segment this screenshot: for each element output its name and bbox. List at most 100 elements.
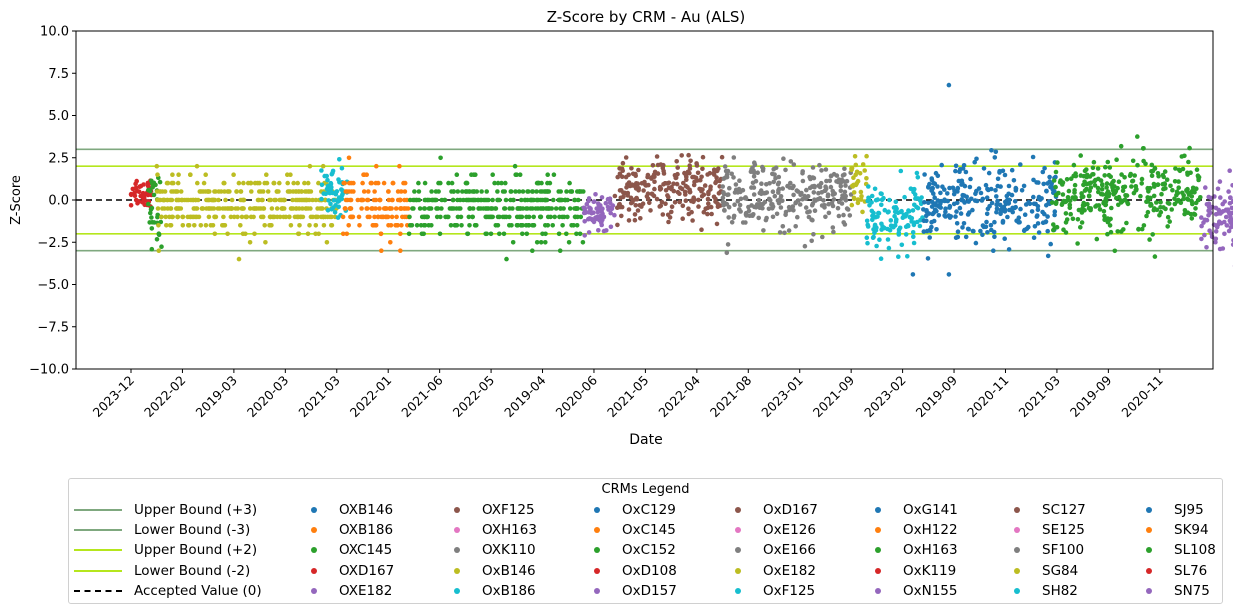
data-point [612,212,617,218]
data-point [1181,196,1186,202]
data-point [652,186,657,192]
data-point [860,162,866,167]
data-point [898,209,904,215]
legend-label: OxD167 [763,502,818,519]
data-point [424,214,430,220]
data-point [333,203,338,208]
data-point [699,174,704,180]
data-point [324,240,330,245]
data-point [417,206,423,211]
data-point [502,206,508,211]
data-point [305,231,311,237]
data-point [155,206,161,211]
legend-entry: SL76 [1136,561,1216,581]
data-point [641,188,646,193]
data-point [993,188,998,193]
data-point [346,189,352,194]
data-point [356,214,362,220]
data-point [717,203,723,208]
data-point [802,243,808,249]
data-point [1002,236,1007,241]
data-point [772,193,778,199]
data-point [849,202,855,208]
legend-column: OxD167 OxE126 OxE166 OxE182 OxF125 [725,500,818,601]
x-tick-label: 2020-06 [553,372,601,420]
data-point [1072,182,1078,188]
data-point [905,223,911,228]
data-point [209,206,215,211]
data-point [156,248,162,253]
data-point [706,189,711,195]
data-point [603,200,609,206]
data-point [169,180,175,186]
data-point [155,197,160,203]
data-point [305,206,311,211]
data-point [203,223,209,228]
data-point [132,193,138,198]
legend-entry: OXF125 [444,500,537,520]
data-point [1045,228,1050,234]
data-point [247,240,253,245]
data-point [751,174,757,179]
data-point [1207,206,1213,212]
data-point [546,206,551,211]
data-point [328,201,333,207]
legend-marker [594,587,600,594]
data-point [142,202,147,208]
data-point [984,211,990,217]
data-point [1103,196,1109,202]
data-point [1185,197,1191,202]
data-point [329,223,334,228]
data-point [632,212,638,217]
data-point [374,163,379,169]
data-point [128,192,134,198]
data-point [870,217,875,223]
data-point [983,182,989,188]
data-point [429,189,434,194]
data-point [811,232,816,237]
data-point [297,223,302,228]
legend-marker [1146,547,1152,554]
data-point [456,206,462,211]
data-point [1124,220,1129,226]
data-point [589,211,594,216]
legend-entry: OXB186 [301,520,394,540]
data-point [400,214,405,220]
data-point [819,203,825,208]
data-point [924,228,930,234]
data-point [1080,203,1086,208]
data-point [974,156,979,162]
legend-label: SG84 [1042,562,1079,579]
data-point [1005,214,1010,220]
data-point [593,192,598,197]
data-point [794,188,800,193]
data-point [886,245,892,251]
data-point [1109,205,1114,211]
data-point [911,234,916,240]
data-point [618,195,624,201]
data-point [946,82,952,88]
data-point [1226,228,1232,234]
data-point [1132,173,1137,178]
data-point [788,180,793,186]
data-point [146,201,151,207]
data-point [817,162,822,168]
legend-column: Upper Bound (+3) Lower Bound (-3) Upper Bo… [74,500,262,601]
data-point [1045,214,1050,219]
data-point [1052,212,1057,218]
data-point [771,166,776,172]
data-point [807,185,813,191]
data-point [1036,230,1042,235]
data-point [726,215,731,220]
data-point [347,180,352,186]
data-point [845,207,851,212]
data-point [465,189,470,194]
data-point [1043,219,1049,224]
data-point [947,205,952,210]
data-point [706,201,711,206]
data-point [519,197,524,203]
data-point [313,231,318,237]
data-point [300,206,305,211]
data-point [775,198,781,203]
data-point [336,177,341,182]
